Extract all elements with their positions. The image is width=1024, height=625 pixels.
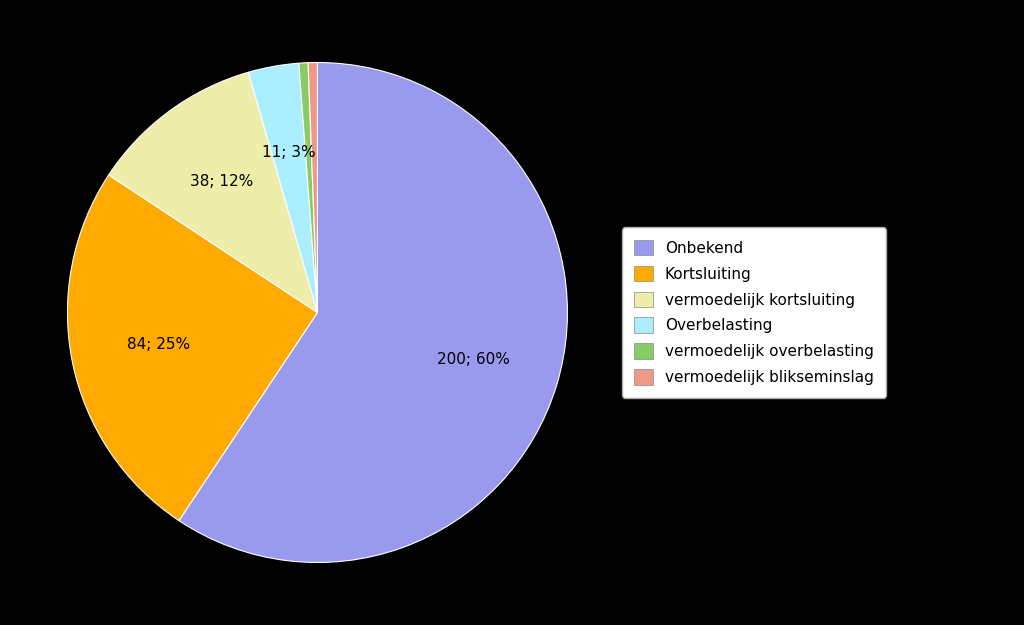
- Text: 84; 25%: 84; 25%: [127, 338, 189, 352]
- Text: 38; 12%: 38; 12%: [189, 174, 253, 189]
- Wedge shape: [308, 62, 317, 312]
- Legend: Onbekend, Kortsluiting, vermoedelijk kortsluiting, Overbelasting, vermoedelijk o: Onbekend, Kortsluiting, vermoedelijk kor…: [622, 228, 886, 398]
- Wedge shape: [299, 62, 317, 312]
- Wedge shape: [109, 72, 317, 312]
- Text: 11; 3%: 11; 3%: [262, 145, 315, 160]
- Wedge shape: [179, 62, 567, 562]
- Wedge shape: [249, 63, 317, 312]
- Wedge shape: [68, 175, 317, 521]
- Text: 200; 60%: 200; 60%: [436, 352, 509, 367]
